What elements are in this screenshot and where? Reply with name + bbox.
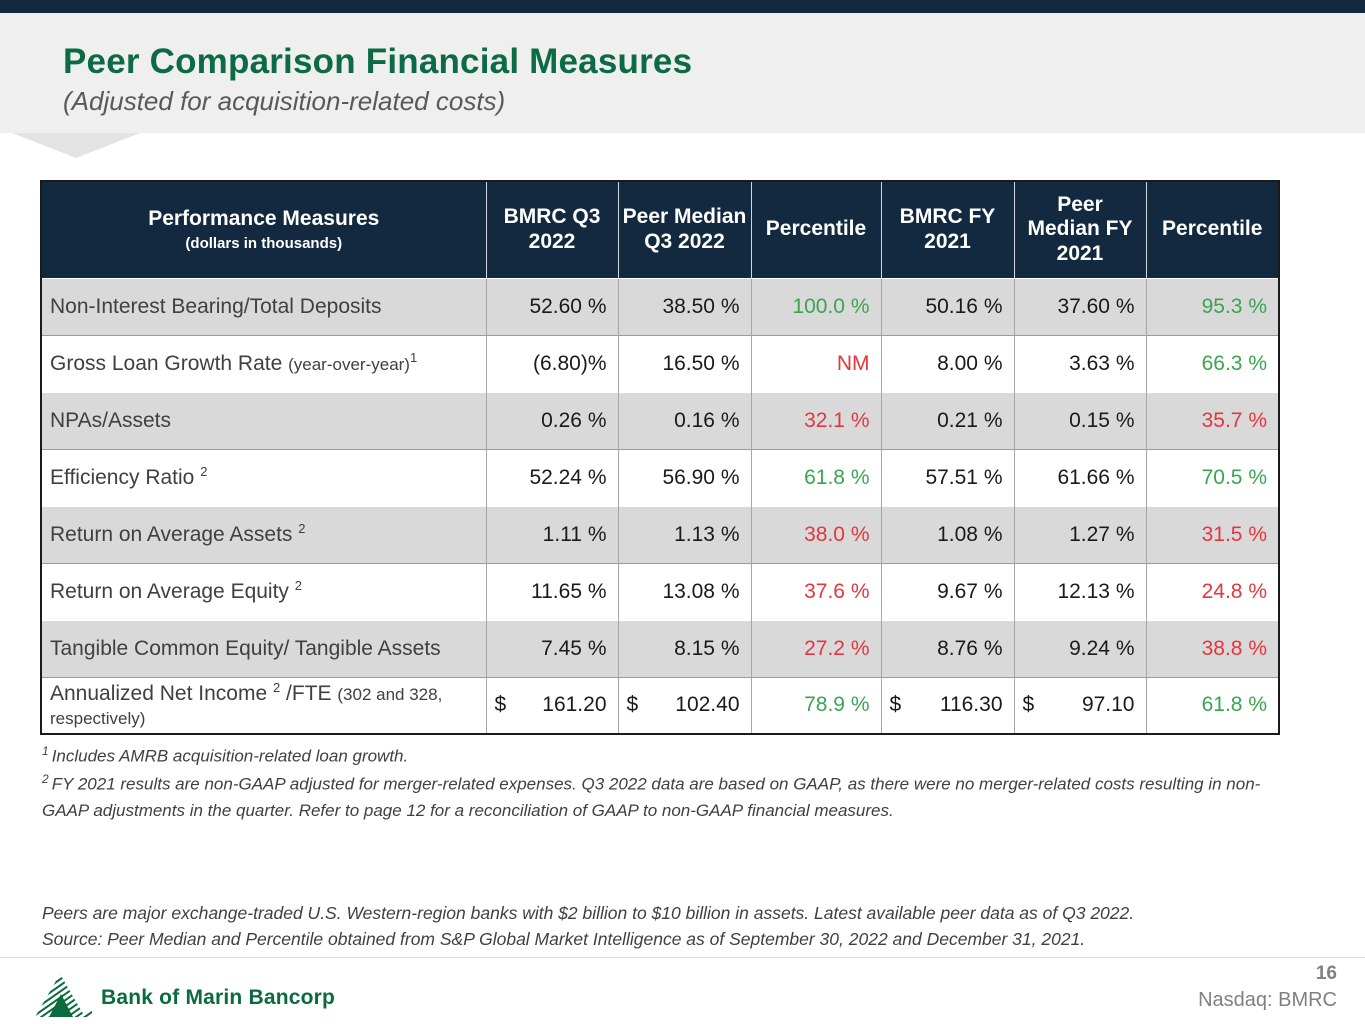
table-row: Return on Average Equity 2 11.65 % 13.08 %…: [41, 562, 1279, 620]
page-number: 16: [1315, 963, 1337, 984]
row-label: Gross Loan Growth Rate (year-over-year)1: [41, 334, 487, 392]
value-cell: 32.1 %: [751, 391, 882, 449]
table-row: Tangible Common Equity/ Tangible Assets 7…: [41, 619, 1279, 677]
table-row: NPAs/Assets 0.26 % 0.16 % 32.1 % 0.21 % 0.15 …: [41, 391, 1279, 449]
footer-right: 16 Nasdaq: BMRC: [1198, 962, 1337, 1013]
header-peer-median-q3-2022: Peer Median Q3 2022: [618, 181, 752, 278]
value-cell: 9.67 %: [881, 562, 1015, 620]
row-label: Return on Average Equity 2: [41, 562, 487, 620]
table-body: Non-Interest Bearing/Total Deposits 52.60…: [41, 277, 1279, 734]
value-cell: 38.8 %: [1146, 619, 1279, 677]
top-navy-bar: [0, 0, 1365, 13]
peer-comparison-table: Performance Measures (dollars in thousan…: [40, 180, 1280, 735]
header-bmrc-fy-2021: BMRC FY 2021: [881, 181, 1015, 278]
footnote-2-marker: 2: [42, 772, 49, 786]
value-cell: $97.10: [1014, 676, 1147, 734]
header-title: Performance Measures: [148, 207, 380, 231]
table-row: Gross Loan Growth Rate (year-over-year)1…: [41, 334, 1279, 392]
value-cell: 9.24 %: [1014, 619, 1147, 677]
value-cell: 70.5 %: [1146, 448, 1279, 506]
value-cell: (6.80)%: [486, 334, 619, 392]
value-cell: 1.08 %: [881, 505, 1015, 563]
value-cell: 61.8 %: [751, 448, 882, 506]
value-cell: 95.3 %: [1146, 277, 1279, 335]
value-cell: 57.51 %: [881, 448, 1015, 506]
value-cell: 8.76 %: [881, 619, 1015, 677]
table-row: Annualized Net Income 2 /FTE (302 and 32…: [41, 676, 1279, 734]
banner-notch: [12, 133, 140, 158]
header-percentile-q3: Percentile: [751, 181, 882, 278]
value-cell: $161.20: [486, 676, 619, 734]
table-row: Return on Average Assets 2 1.11 % 1.13 % 38…: [41, 505, 1279, 563]
page-title: Peer Comparison Financial Measures: [63, 42, 693, 81]
value-cell: 16.50 %: [618, 334, 752, 392]
peer-note: Peers are major exchange-traded U.S. Wes…: [42, 900, 1282, 953]
value-cell: 56.90 %: [618, 448, 752, 506]
value-cell: 0.15 %: [1014, 391, 1147, 449]
value-cell: 50.16 %: [881, 277, 1015, 335]
value-cell: 35.7 %: [1146, 391, 1279, 449]
peer-note-line-1: Peers are major exchange-traded U.S. Wes…: [42, 903, 1135, 923]
page-subtitle: (Adjusted for acquisition-related costs): [63, 86, 506, 116]
value-cell: 11.65 %: [486, 562, 619, 620]
value-cell: 27.2 %: [751, 619, 882, 677]
header-performance-measures: Performance Measures (dollars in thousan…: [41, 181, 487, 278]
footnote-1-marker: 1: [42, 744, 49, 758]
footnote-2: 2 FY 2021 results are non-GAAP adjusted f…: [42, 770, 1282, 824]
value-cell: 8.15 %: [618, 619, 752, 677]
header-subtitle: (dollars in thousands): [185, 234, 343, 252]
value-cell: 37.60 %: [1014, 277, 1147, 335]
value-cell: 38.50 %: [618, 277, 752, 335]
value-cell: NM: [751, 334, 882, 392]
footnote-1: 1 Includes AMRB acquisition-related loan …: [42, 742, 1282, 770]
value-cell: 52.60 %: [486, 277, 619, 335]
value-cell: 0.21 %: [881, 391, 1015, 449]
logo-text: Bank of Marin Bancorp: [101, 985, 336, 1009]
value-cell: 24.8 %: [1146, 562, 1279, 620]
ticker-label: Nasdaq: BMRC: [1198, 988, 1337, 1011]
value-cell: 78.9 %: [751, 676, 882, 734]
title-banner: [0, 13, 1365, 133]
row-label: Tangible Common Equity/ Tangible Assets: [41, 619, 487, 677]
footer-divider: [0, 957, 1365, 958]
value-cell: 1.11 %: [486, 505, 619, 563]
table-row: Non-Interest Bearing/Total Deposits 52.60…: [41, 277, 1279, 335]
value-cell: 1.27 %: [1014, 505, 1147, 563]
value-cell: 0.16 %: [618, 391, 752, 449]
footnote-1-text: Includes AMRB acquisition-related loan g…: [51, 746, 409, 766]
value-cell: 66.3 %: [1146, 334, 1279, 392]
footnote-2-text: FY 2021 results are non-GAAP adjusted fo…: [42, 774, 1261, 820]
value-cell: 31.5 %: [1146, 505, 1279, 563]
table-header-row: Performance Measures (dollars in thousan…: [41, 181, 1279, 278]
mountain-logo-icon: [34, 972, 92, 1023]
header-bmrc-q3-2022: BMRC Q3 2022: [486, 181, 619, 278]
row-label: NPAs/Assets: [41, 391, 487, 449]
header-peer-median-fy-2021: Peer Median FY 2021: [1014, 181, 1147, 278]
value-cell: 8.00 %: [881, 334, 1015, 392]
row-label: Non-Interest Bearing/Total Deposits: [41, 277, 487, 335]
row-label: Return on Average Assets 2: [41, 505, 487, 563]
value-cell: 100.0 %: [751, 277, 882, 335]
row-label: Annualized Net Income 2 /FTE (302 and 32…: [41, 676, 487, 734]
value-cell: 52.24 %: [486, 448, 619, 506]
value-cell: 61.8 %: [1146, 676, 1279, 734]
company-logo: Bank of Marin Bancorp: [34, 972, 335, 1023]
value-cell: 3.63 %: [1014, 334, 1147, 392]
value-cell: 0.26 %: [486, 391, 619, 449]
header-percentile-fy: Percentile: [1146, 181, 1279, 278]
value-cell: 38.0 %: [751, 505, 882, 563]
value-cell: 61.66 %: [1014, 448, 1147, 506]
value-cell: 7.45 %: [486, 619, 619, 677]
value-cell: $102.40: [618, 676, 752, 734]
footnotes: 1 Includes AMRB acquisition-related loan …: [42, 742, 1282, 824]
peer-note-line-2: Source: Peer Median and Percentile obtai…: [42, 929, 1086, 950]
table-row: Efficiency Ratio 2 52.24 % 56.90 % 61.8 % 57…: [41, 448, 1279, 506]
row-label: Efficiency Ratio 2: [41, 448, 487, 506]
value-cell: 1.13 %: [618, 505, 752, 563]
value-cell: 37.6 %: [751, 562, 882, 620]
value-cell: $116.30: [881, 676, 1015, 734]
value-cell: 12.13 %: [1014, 562, 1147, 620]
value-cell: 13.08 %: [618, 562, 752, 620]
